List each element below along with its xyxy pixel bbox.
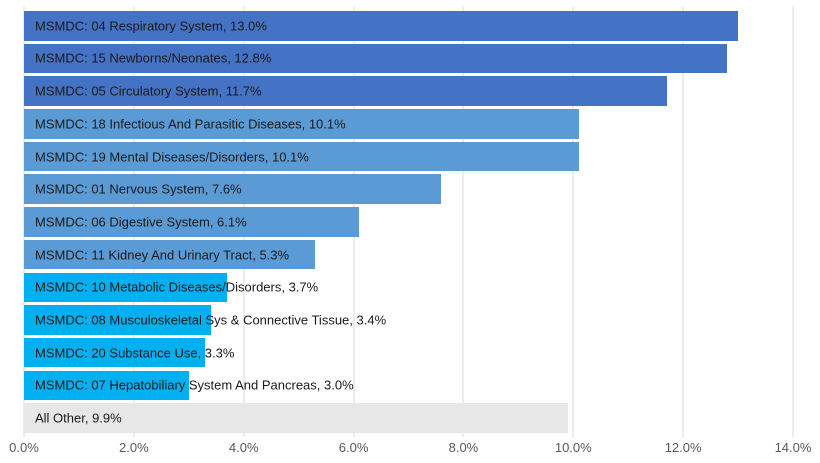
bar-row: MSMDC: 10 Metabolic Diseases/Disorders, … xyxy=(24,272,793,303)
bar-row: MSMDC: 07 Hepatobiliary System And Pancr… xyxy=(24,370,793,401)
bar xyxy=(24,337,206,368)
plot-area: MSMDC: 04 Respiratory System, 13.0% MSMD… xyxy=(23,6,794,437)
bar xyxy=(24,174,442,205)
bar-row: MSMDC: 20 Substance Use, 3.3% xyxy=(24,337,793,368)
gridline xyxy=(682,6,684,437)
bar xyxy=(24,239,316,270)
bar xyxy=(24,272,228,303)
x-axis-tick-label: 8.0% xyxy=(448,440,479,455)
bar-row: MSMDC: 01 Nervous System, 7.6% xyxy=(24,174,793,205)
bar-row: All Other, 9.9% xyxy=(24,403,793,433)
bars-container: MSMDC: 04 Respiratory System, 13.0% MSMD… xyxy=(24,6,793,433)
bar xyxy=(24,43,728,74)
x-axis-tick-label: 0.0% xyxy=(9,440,39,455)
bar xyxy=(24,370,189,401)
x-axis-tick-label: 6.0% xyxy=(338,440,369,455)
bar-row: MSMDC: 18 Infectious And Parasitic Disea… xyxy=(24,109,793,139)
x-axis-tick-label: 10.0% xyxy=(554,440,592,455)
bar-row: MSMDC: 04 Respiratory System, 13.0% xyxy=(24,11,793,41)
bar xyxy=(24,141,579,172)
bar-row: MSMDC: 06 Digestive System, 6.1% xyxy=(24,207,793,237)
bar-row: MSMDC: 05 Circulatory System, 11.7% xyxy=(24,76,793,106)
bar-row: MSMDC: 08 Musculoskeletal Sys & Connecti… xyxy=(24,305,793,335)
gridline xyxy=(572,6,574,437)
x-axis-tick-label: 12.0% xyxy=(664,440,702,455)
bar-row: MSMDC: 19 Mental Diseases/Disorders, 10.… xyxy=(24,141,793,172)
gridline xyxy=(792,6,794,437)
bar xyxy=(24,11,739,41)
bar xyxy=(24,109,579,139)
bar xyxy=(24,207,360,237)
x-axis-tick-label: 14.0% xyxy=(774,440,812,455)
bar xyxy=(24,305,211,335)
bar xyxy=(24,403,568,433)
gridline xyxy=(462,6,464,437)
x-axis-tick-label: 4.0% xyxy=(228,440,259,455)
bar xyxy=(24,76,667,106)
x-axis: 0.0% 2.0% 4.0% 6.0% 8.0% 10.0% 12.0% 14.0% xyxy=(9,440,811,458)
bar-row: MSMDC: 15 Newborns/Neonates, 12.8% xyxy=(24,43,793,74)
x-axis-tick-label: 2.0% xyxy=(119,440,149,455)
bar-row: MSMDC: 11 Kidney And Urinary Tract, 5.3% xyxy=(24,239,793,270)
